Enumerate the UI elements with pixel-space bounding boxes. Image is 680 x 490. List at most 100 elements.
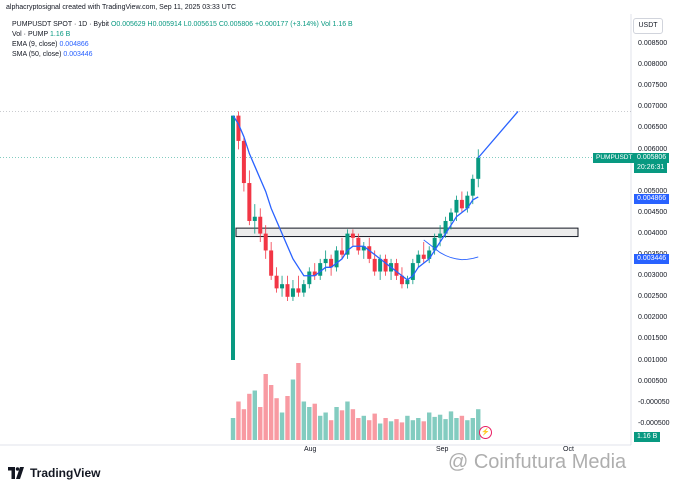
volume-bar bbox=[334, 407, 339, 440]
candle-body bbox=[285, 284, 290, 297]
volume-bar bbox=[258, 407, 263, 440]
volume-bar bbox=[454, 418, 459, 440]
legend-vol-label: Vol · PUMP bbox=[12, 31, 49, 38]
candle-body bbox=[269, 250, 274, 276]
candle-body bbox=[443, 220, 448, 234]
volume-bar bbox=[421, 421, 426, 440]
volume-badge: 1.16 B bbox=[634, 432, 661, 442]
candle-body bbox=[432, 237, 437, 251]
legend-low: L0.005615 bbox=[183, 21, 217, 28]
volume-bar bbox=[383, 418, 388, 440]
candle-body bbox=[410, 263, 415, 280]
volume-bar bbox=[345, 401, 350, 440]
candle-body bbox=[454, 199, 459, 213]
volume-bar bbox=[323, 412, 328, 440]
volume-bar bbox=[339, 410, 345, 440]
ema-badge: 0.004866 bbox=[634, 194, 670, 204]
candle-body bbox=[323, 258, 328, 264]
tradingview-logo-icon bbox=[8, 467, 24, 479]
candle-body bbox=[252, 216, 257, 221]
candle-body bbox=[231, 115, 235, 360]
candle-body bbox=[236, 115, 241, 141]
volume-bar bbox=[405, 415, 410, 440]
legend-ema-row[interactable]: EMA (9, close) 0.004866 bbox=[12, 40, 353, 50]
volume-bar bbox=[247, 393, 252, 440]
candle-body bbox=[301, 284, 306, 293]
price-tick-label: 0.007500 bbox=[638, 82, 668, 90]
tradingview-footer[interactable]: TradingView bbox=[8, 466, 100, 480]
price-tick-label: 0.000500 bbox=[638, 377, 668, 385]
price-tick-label: 0.008500 bbox=[638, 40, 668, 47]
legend-sma-row[interactable]: SMA (50, close) 0.003446 bbox=[12, 50, 353, 60]
volume-bar bbox=[318, 415, 323, 440]
volume-bar bbox=[296, 363, 301, 440]
volume-bar bbox=[356, 418, 361, 440]
legend-vol-value: 1.16 B bbox=[50, 31, 71, 38]
candle-body bbox=[307, 271, 312, 285]
candle-body bbox=[280, 284, 285, 289]
candle-body bbox=[399, 275, 404, 285]
candle-body bbox=[274, 275, 279, 289]
price-tick-label: 0.008000 bbox=[638, 61, 668, 69]
price-tick-label: 0.004000 bbox=[638, 229, 668, 237]
price-tick-label: 0.002500 bbox=[638, 293, 668, 301]
volume-bar bbox=[252, 390, 257, 440]
legend-close: C0.005806 bbox=[218, 21, 254, 28]
volume-bar bbox=[476, 409, 481, 440]
candle-body bbox=[449, 212, 453, 221]
candle-body bbox=[394, 263, 399, 276]
legend-symbol: PUMPUSDT SPOT · 1D · Bybit bbox=[12, 21, 109, 28]
x-label-aug: Aug bbox=[304, 446, 317, 453]
candle-body bbox=[334, 250, 339, 268]
candle-body bbox=[383, 258, 388, 272]
candle-body bbox=[241, 140, 246, 184]
volume-bar bbox=[459, 415, 465, 440]
legend-volume: Vol 1.16 B bbox=[320, 21, 353, 28]
candle-body bbox=[263, 233, 268, 251]
volume-bar bbox=[263, 374, 268, 440]
volume-bar bbox=[268, 385, 274, 440]
volume-bar bbox=[241, 409, 247, 440]
candle-body bbox=[290, 288, 295, 297]
candle-body bbox=[329, 258, 334, 268]
price-tick-label: 0.002000 bbox=[638, 314, 668, 322]
volume-bar bbox=[443, 419, 448, 440]
symbol-badge: PUMPUSDT bbox=[593, 153, 636, 163]
candle-body bbox=[421, 254, 426, 259]
candle-body bbox=[258, 216, 263, 234]
legend-ema-label: EMA (9, close) bbox=[12, 41, 58, 48]
legend-vol-row[interactable]: Vol · PUMP 1.16 B bbox=[12, 30, 353, 40]
currency-unit-button[interactable]: USDT bbox=[633, 18, 663, 34]
candle-body bbox=[350, 233, 355, 238]
price-tick-label: 0.003000 bbox=[638, 272, 668, 280]
candle-body bbox=[378, 258, 383, 272]
credit-text: alphacryptosignal created with TradingVi… bbox=[6, 4, 237, 11]
price-tick-label: 0.001000 bbox=[638, 356, 668, 364]
lightning-icon[interactable]: ⚡ bbox=[479, 426, 492, 439]
candle-body bbox=[465, 195, 470, 209]
projection-trend-line bbox=[477, 110, 519, 159]
volume-bar bbox=[350, 409, 356, 440]
volume-bar bbox=[367, 420, 372, 440]
price-tick-label: -0.000500 bbox=[638, 419, 670, 427]
countdown-badge: 20:26:31 bbox=[634, 163, 668, 173]
legend-sma-value: 0.003446 bbox=[63, 51, 93, 58]
volume-bar bbox=[448, 411, 454, 440]
candle-body bbox=[356, 237, 361, 251]
candle-body bbox=[296, 288, 301, 293]
price-badge: 0.005806 bbox=[634, 153, 670, 163]
volume-bar bbox=[307, 407, 312, 440]
candle-body bbox=[459, 199, 464, 209]
volume-bar bbox=[328, 420, 334, 440]
ema-line bbox=[232, 115, 479, 281]
volume-bar bbox=[372, 413, 377, 440]
legend-sma-label: SMA (50, close) bbox=[12, 51, 62, 58]
tradingview-brand: TradingView bbox=[30, 466, 101, 480]
volume-bar bbox=[465, 420, 470, 440]
price-tick-label: 0.005000 bbox=[638, 187, 668, 195]
volume-bar bbox=[236, 401, 241, 440]
candle-body bbox=[416, 254, 421, 264]
candle-body bbox=[427, 250, 432, 259]
legend-ohlc-row: PUMPUSDT SPOT · 1D · Bybit O0.005629 H0.… bbox=[12, 20, 353, 30]
